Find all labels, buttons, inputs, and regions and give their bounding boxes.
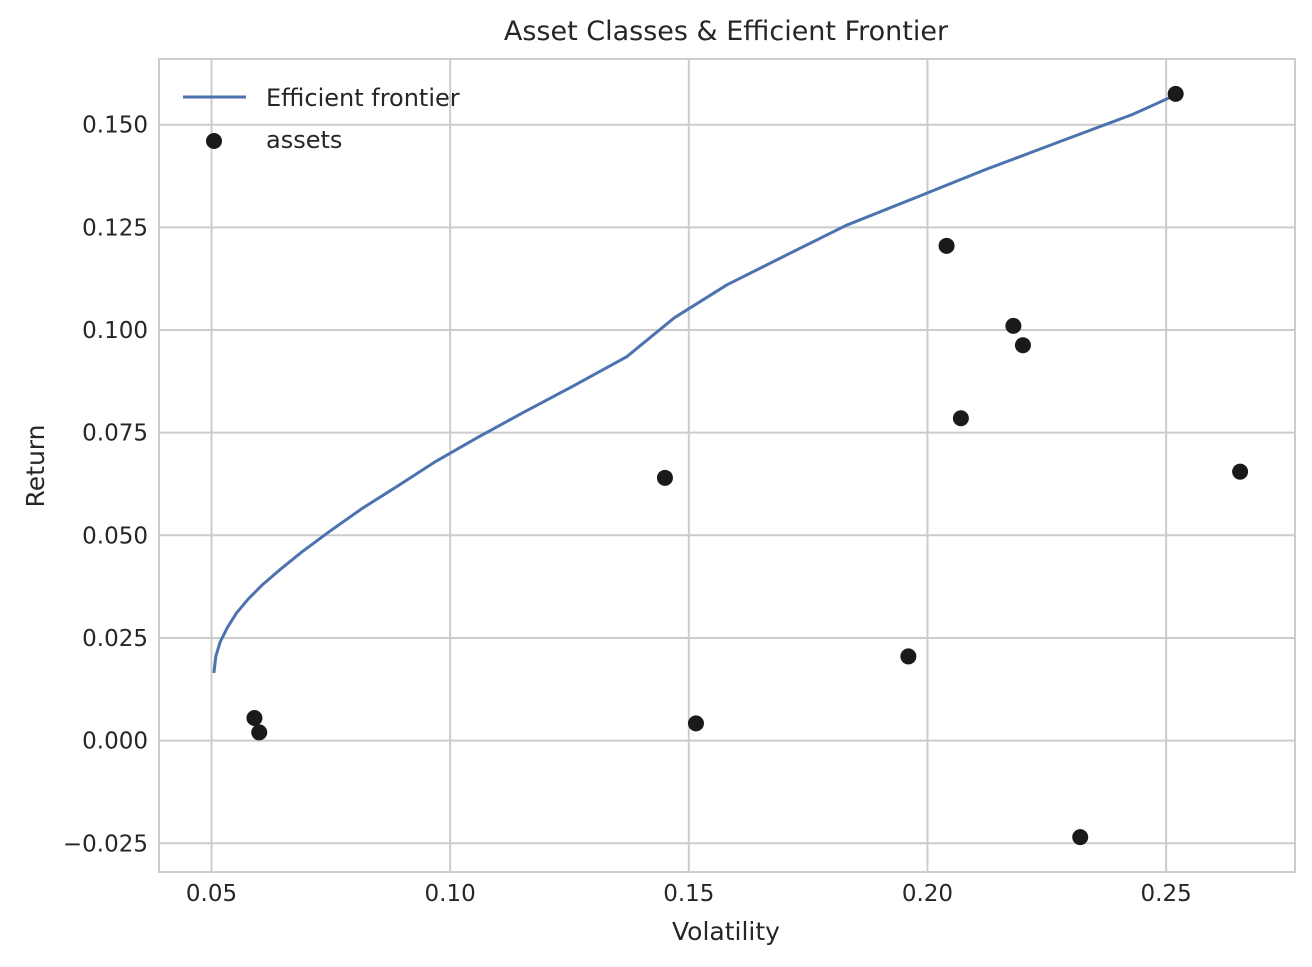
- asset-point: [251, 724, 268, 741]
- x-tick-label: 0.20: [902, 881, 953, 907]
- x-tick-label: 0.10: [425, 881, 476, 907]
- y-tick-label: 0.100: [82, 318, 148, 344]
- legend-label-frontier: Efficient frontier: [266, 84, 460, 112]
- asset-point: [900, 648, 917, 665]
- asset-point: [687, 715, 704, 732]
- y-axis-ticks: −0.025 0.000 0.025 0.050 0.075 0.100 0.125 0.15…: [63, 113, 148, 858]
- asset-point: [938, 237, 955, 254]
- asset-point: [656, 469, 673, 486]
- x-axis-label: Volatility: [672, 917, 780, 946]
- efficient-frontier-line: [212, 94, 1174, 674]
- y-tick-label: 0.125: [82, 215, 148, 241]
- series-layer: [212, 85, 1249, 846]
- asset-point: [246, 710, 263, 727]
- asset-point: [1167, 85, 1184, 102]
- plot-frame: [158, 58, 1296, 873]
- x-tick-label: 0.25: [1141, 881, 1192, 907]
- y-tick-label: 0.150: [82, 113, 148, 139]
- x-tick-label: 0.15: [663, 881, 714, 907]
- asset-point: [952, 410, 969, 427]
- legend-label-assets: assets: [266, 126, 342, 154]
- chart-title: Asset Classes & Efficient Frontier: [504, 16, 949, 47]
- y-tick-label: 0.025: [82, 626, 148, 652]
- asset-point: [1072, 829, 1089, 846]
- x-axis-ticks: 0.05 0.10 0.15 0.20 0.25: [186, 881, 1192, 907]
- legend-marker-assets: [206, 133, 222, 149]
- asset-point: [1005, 317, 1022, 334]
- x-tick-label: 0.05: [186, 881, 237, 907]
- legend: Efficient frontier assets: [183, 84, 460, 154]
- grid-lines: [159, 59, 1295, 872]
- y-tick-label: 0.000: [82, 729, 148, 755]
- asset-point: [1014, 337, 1031, 354]
- y-tick-label: 0.050: [82, 523, 148, 549]
- y-tick-label: 0.075: [82, 421, 148, 447]
- y-axis-label: Return: [21, 425, 50, 508]
- y-tick-label: −0.025: [63, 831, 148, 857]
- asset-point: [1232, 463, 1249, 480]
